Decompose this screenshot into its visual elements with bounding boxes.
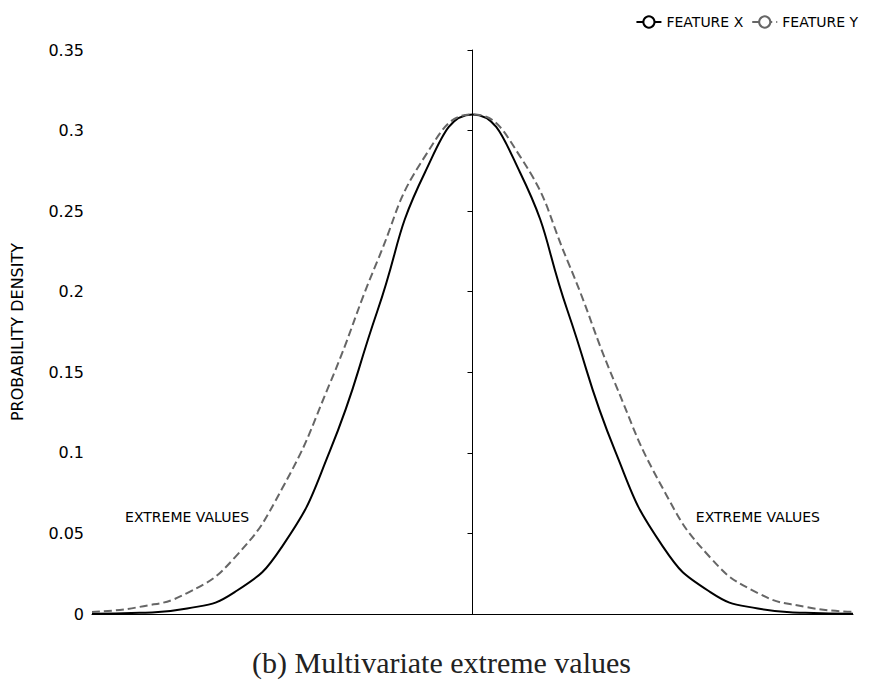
svg-text:0.35: 0.35 [48, 41, 84, 60]
svg-text:0.15: 0.15 [48, 363, 84, 382]
svg-text:EXTREME VALUES: EXTREME VALUES [696, 509, 820, 525]
svg-text:0.05: 0.05 [48, 524, 84, 543]
svg-text:(b) Multivariate extreme value: (b) Multivariate extreme values [252, 646, 631, 680]
svg-text:0.1: 0.1 [59, 443, 84, 462]
svg-text:FEATURE X: FEATURE X [666, 14, 743, 30]
svg-text:FEATURE Y: FEATURE Y [782, 14, 858, 30]
svg-text:0.3: 0.3 [59, 121, 84, 140]
svg-text:0: 0 [74, 605, 84, 624]
svg-text:0.25: 0.25 [48, 202, 84, 221]
svg-text:PROBABILITY DENSITY: PROBABILITY DENSITY [8, 243, 27, 421]
svg-text:EXTREME VALUES: EXTREME VALUES [125, 509, 249, 525]
svg-text:0.2: 0.2 [59, 282, 84, 301]
